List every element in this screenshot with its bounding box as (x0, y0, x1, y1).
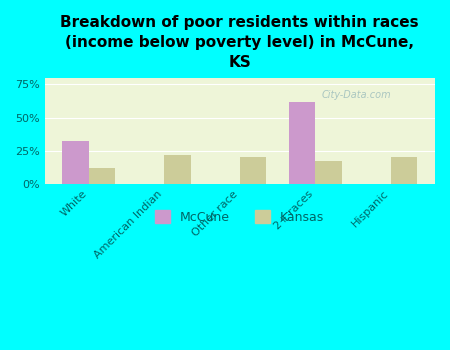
Legend: McCune, Kansas: McCune, Kansas (150, 205, 329, 229)
Bar (63, 141, 89, 184)
Title: Breakdown of poor residents within races
(income below poverty level) in McCune,: Breakdown of poor residents within races… (60, 15, 419, 70)
Bar (89, 168, 115, 184)
Bar (315, 161, 342, 184)
Bar (289, 102, 315, 184)
Bar (240, 158, 266, 184)
Bar (391, 158, 417, 184)
Text: City-Data.com: City-Data.com (322, 90, 392, 100)
Bar (164, 155, 191, 184)
